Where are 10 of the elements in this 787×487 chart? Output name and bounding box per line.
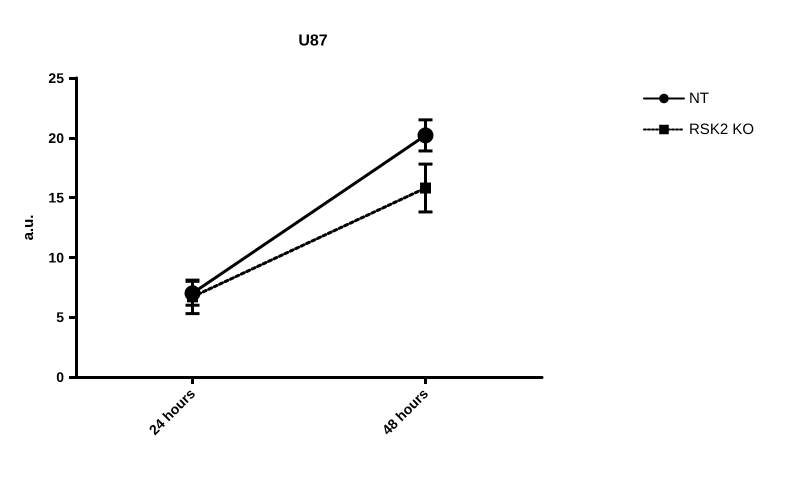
legend-label: RSK2 KO [688, 121, 754, 138]
y-tick-label: 0 [56, 369, 64, 385]
y-tick-label: 10 [48, 249, 64, 266]
y-tick-label: 5 [56, 309, 64, 326]
y-tick-label: 15 [48, 190, 64, 206]
y-tick-label: 20 [48, 130, 64, 146]
chart-title: U87 [298, 32, 328, 50]
y-axis-title: a.u. [20, 214, 37, 240]
legend-label: NT [688, 90, 709, 107]
y-tick-label: 25 [48, 70, 64, 86]
